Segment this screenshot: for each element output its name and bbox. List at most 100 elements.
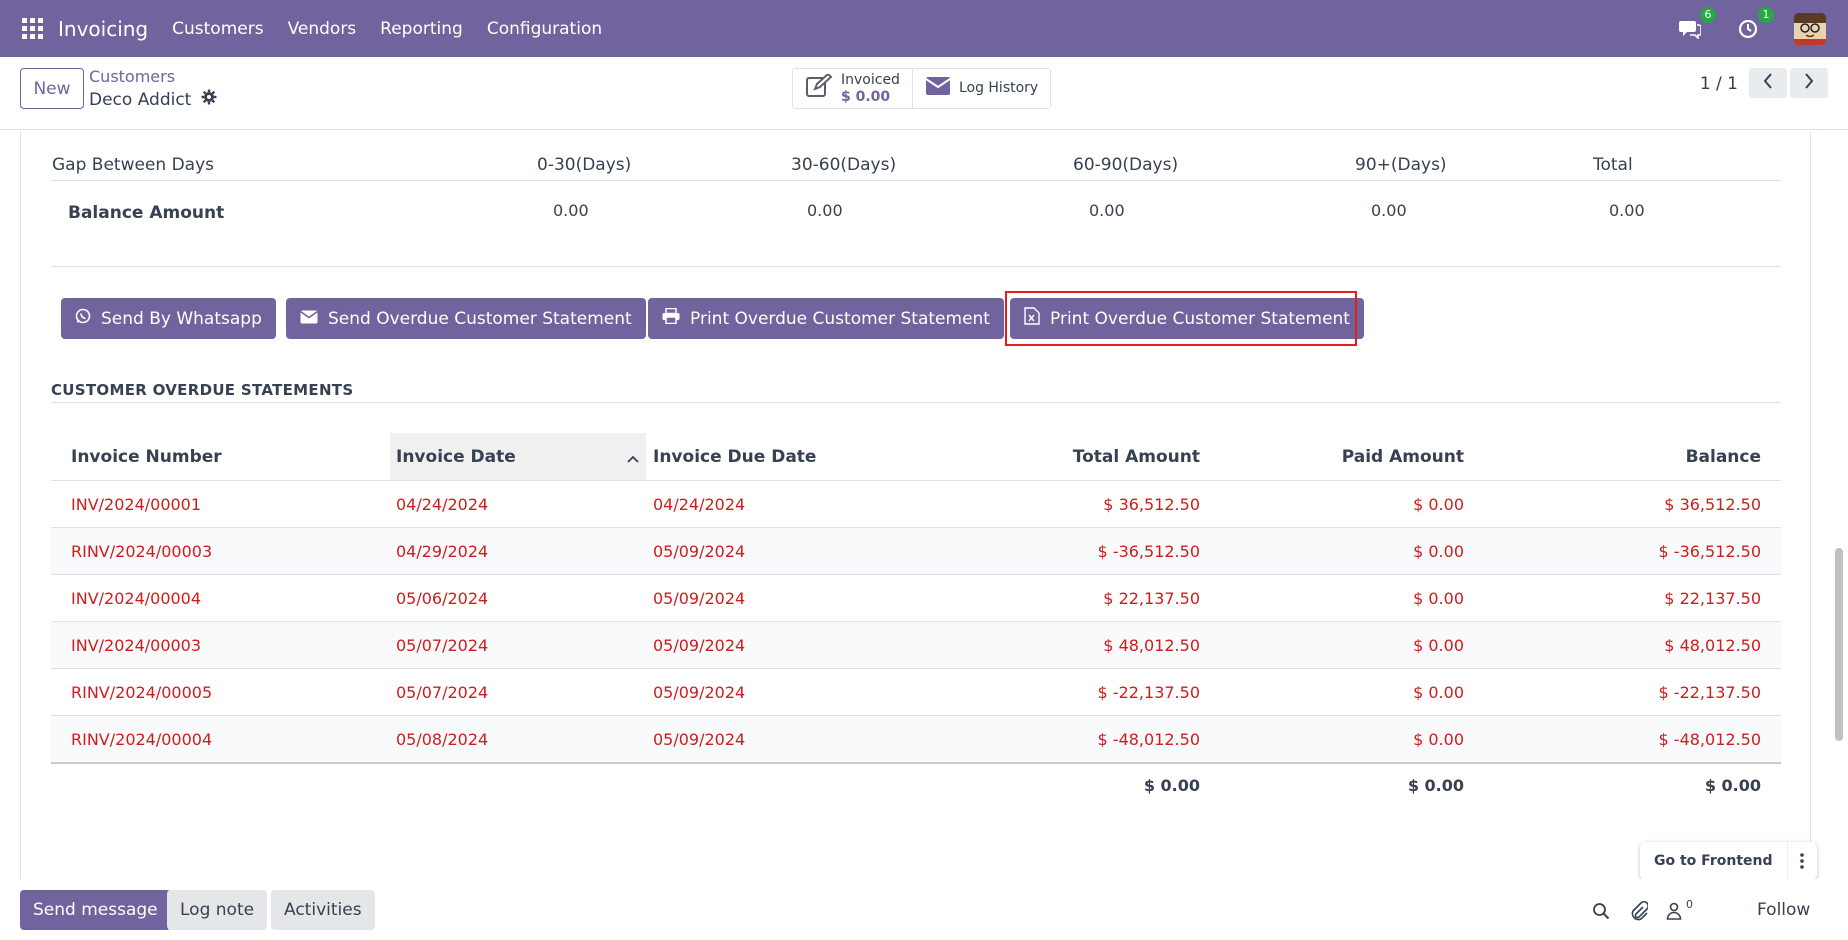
cell-invoice-due-date: 04/24/2024 [653, 495, 746, 514]
cell-paid-amount: $ 0.00 [1413, 683, 1464, 702]
messages-icon[interactable]: 6 [1678, 6, 1716, 41]
pager-previous-button[interactable] [1749, 68, 1787, 98]
invoiced-label: Invoiced [841, 71, 900, 88]
search-icon[interactable] [1591, 901, 1611, 921]
send-message-button[interactable]: Send message [20, 890, 171, 930]
send-overdue-statement-button[interactable]: Send Overdue Customer Statement [286, 298, 646, 339]
pager-value[interactable]: 1 / 1 [1699, 74, 1738, 94]
whatsapp-label: Send By Whatsapp [101, 308, 262, 329]
column-invoice-date[interactable]: Invoice Date [390, 433, 646, 480]
menu-reporting[interactable]: Reporting [380, 18, 463, 39]
follow-button[interactable]: Follow [1757, 900, 1811, 920]
menu-vendors[interactable]: Vendors [287, 18, 357, 39]
table-row[interactable]: INV/2024/00003 05/07/2024 05/09/2024 $ 48,0… [51, 622, 1781, 669]
invoiced-value: $ 0.00 [841, 88, 891, 105]
activities-clock-icon[interactable]: 1 [1736, 6, 1774, 41]
smart-buttons: Invoiced $ 0.00 Log History [792, 68, 1052, 109]
main-menu: Customers Vendors Reporting Configuratio… [160, 19, 614, 39]
aging-header-60-90: 60-90(Days) [1073, 155, 1179, 175]
balance-60-90: 0.00 [1089, 201, 1125, 220]
footer-paid-amount: $ 0.00 [1407, 776, 1464, 795]
table-footer-divider [51, 762, 1781, 764]
balance-total: 0.00 [1609, 201, 1645, 220]
cell-invoice-date: 05/07/2024 [396, 683, 489, 702]
aging-header-30-60: 30-60(Days) [791, 155, 897, 175]
app-menu-icon[interactable] [22, 17, 44, 40]
cell-invoice-due-date: 05/09/2024 [653, 589, 746, 608]
table-row[interactable]: INV/2024/00004 05/06/2024 05/09/2024 $ 22,1… [51, 575, 1781, 622]
chevron-right-icon [1803, 72, 1815, 95]
column-paid-amount[interactable]: Paid Amount [1251, 433, 1464, 480]
breadcrumb-customers[interactable]: Customers [89, 67, 176, 86]
section-divider [51, 402, 1781, 403]
sort-ascending-icon [626, 449, 640, 469]
breadcrumb-current: Deco Addict [89, 89, 217, 110]
scrollbar-thumb[interactable] [1835, 548, 1843, 741]
cell-invoice-due-date: 05/09/2024 [653, 683, 746, 702]
messages-badge: 6 [1700, 6, 1716, 23]
aging-header-0-30: 0-30(Days) [537, 155, 632, 175]
navbar-systray: 6 1 [1678, 0, 1848, 57]
control-panel: New Customers Deco Addict Invoiced $ 0.0… [0, 57, 1848, 130]
print-overdue-statement-button[interactable]: Print Overdue Customer Statement [648, 298, 1004, 339]
cell-invoice-date: 04/29/2024 [396, 542, 489, 561]
cell-invoice-number: RINV/2024/00005 [71, 683, 213, 702]
table-row[interactable]: RINV/2024/00004 05/08/2024 05/09/2024 $ -48… [51, 716, 1781, 763]
column-total-amount-label: Total Amount [1072, 446, 1200, 467]
log-history-smart-button[interactable]: Log History [912, 69, 1051, 108]
column-invoice-date-label: Invoice Date [396, 446, 516, 467]
cell-paid-amount: $ 0.00 [1413, 495, 1464, 514]
cell-total-amount: $ -48,012.50 [1097, 730, 1200, 749]
send-by-whatsapp-button[interactable]: Send By Whatsapp [61, 298, 276, 339]
print-overdue-xls-label: Print Overdue Customer Statement [1050, 308, 1350, 329]
activities-button[interactable]: Activities [271, 890, 375, 930]
column-paid-amount-label: Paid Amount [1341, 446, 1464, 467]
edit-icon [805, 72, 833, 103]
user-avatar[interactable] [1794, 12, 1826, 45]
table-row[interactable]: INV/2024/00001 04/24/2024 04/24/2024 $ 36,5… [51, 481, 1781, 528]
paperclip-icon[interactable] [1629, 901, 1649, 921]
aging-header-gap: Gap Between Days [52, 155, 214, 175]
cell-invoice-date: 04/24/2024 [396, 495, 489, 514]
excel-file-icon [1024, 307, 1040, 330]
table-row[interactable]: RINV/2024/00003 04/29/2024 05/09/2024 $ -36… [51, 528, 1781, 575]
scrollbar-track[interactable] [1834, 131, 1844, 879]
print-overdue-statement-xls-button[interactable]: Print Overdue Customer Statement [1010, 298, 1364, 339]
table-row[interactable]: RINV/2024/00005 05/07/2024 05/09/2024 $ -22… [51, 669, 1781, 716]
pager-next-button[interactable] [1790, 68, 1828, 98]
whatsapp-icon [75, 308, 91, 329]
column-total-amount[interactable]: Total Amount [1001, 433, 1200, 480]
cell-invoice-number: RINV/2024/00004 [71, 730, 213, 749]
cell-paid-amount: $ 0.00 [1413, 730, 1464, 749]
column-invoice-due-date[interactable]: Invoice Due Date [653, 433, 816, 480]
chevron-left-icon [1762, 72, 1774, 95]
column-invoice-number[interactable]: Invoice Number [71, 433, 222, 480]
followers-icon[interactable] [1664, 901, 1684, 921]
column-balance[interactable]: Balance [1551, 433, 1761, 480]
cell-paid-amount: $ 0.00 [1413, 589, 1464, 608]
cell-balance: $ 36,512.50 [1664, 495, 1761, 514]
cell-paid-amount: $ 0.00 [1413, 542, 1464, 561]
cell-invoice-number: INV/2024/00004 [71, 589, 202, 608]
column-invoice-due-date-label: Invoice Due Date [653, 446, 817, 467]
app-brand[interactable]: Invoicing [58, 16, 149, 41]
log-note-button[interactable]: Log note [167, 890, 268, 930]
invoiced-smart-button[interactable]: Invoiced $ 0.00 [793, 69, 913, 108]
aging-header: Gap Between Days 0-30(Days) 30-60(Days) … [51, 145, 1781, 181]
footer-total-amount: $ 0.00 [1143, 776, 1200, 795]
more-vertical-icon[interactable] [1786, 842, 1817, 880]
aging-header-90-plus: 90+(Days) [1355, 155, 1447, 175]
cell-balance: $ -48,012.50 [1658, 730, 1761, 749]
menu-configuration[interactable]: Configuration [486, 18, 603, 39]
cell-balance: $ -22,137.50 [1658, 683, 1761, 702]
aging-header-total: Total [1593, 155, 1633, 175]
menu-customers[interactable]: Customers [172, 18, 264, 39]
log-history-label: Log History [958, 80, 1039, 96]
highlight-outline [1005, 291, 1357, 346]
cell-invoice-due-date: 05/09/2024 [653, 730, 746, 749]
activities-badge: 1 [1758, 6, 1774, 23]
cell-total-amount: $ 36,512.50 [1103, 495, 1200, 514]
new-button[interactable]: New [20, 68, 84, 109]
gear-icon[interactable] [201, 89, 217, 110]
go-to-frontend-button[interactable]: Go to Frontend [1654, 853, 1773, 869]
